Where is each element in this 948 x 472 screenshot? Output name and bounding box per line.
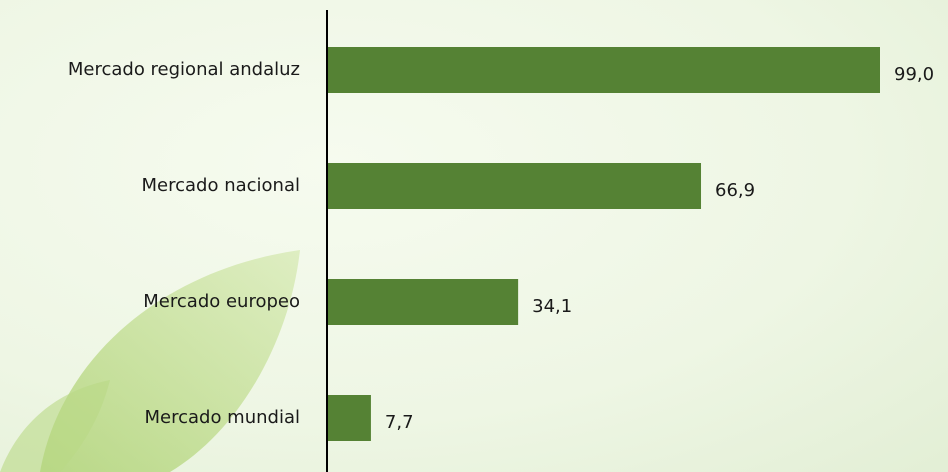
bar <box>328 395 371 441</box>
category-label: Mercado regional andaluz <box>68 59 300 80</box>
category-label: Mercado nacional <box>142 175 300 196</box>
data-label: 34,1 <box>532 296 572 317</box>
data-label: 7,7 <box>385 412 414 433</box>
bar <box>328 47 880 93</box>
bar <box>328 279 519 325</box>
category-label: Mercado mundial <box>144 407 300 428</box>
leaf-decoration <box>0 380 110 472</box>
leaf-decoration <box>40 250 300 472</box>
bar <box>328 163 702 209</box>
data-label: 66,9 <box>715 180 755 201</box>
category-label: Mercado europeo <box>143 291 300 312</box>
data-label: 99,0 <box>894 64 934 85</box>
